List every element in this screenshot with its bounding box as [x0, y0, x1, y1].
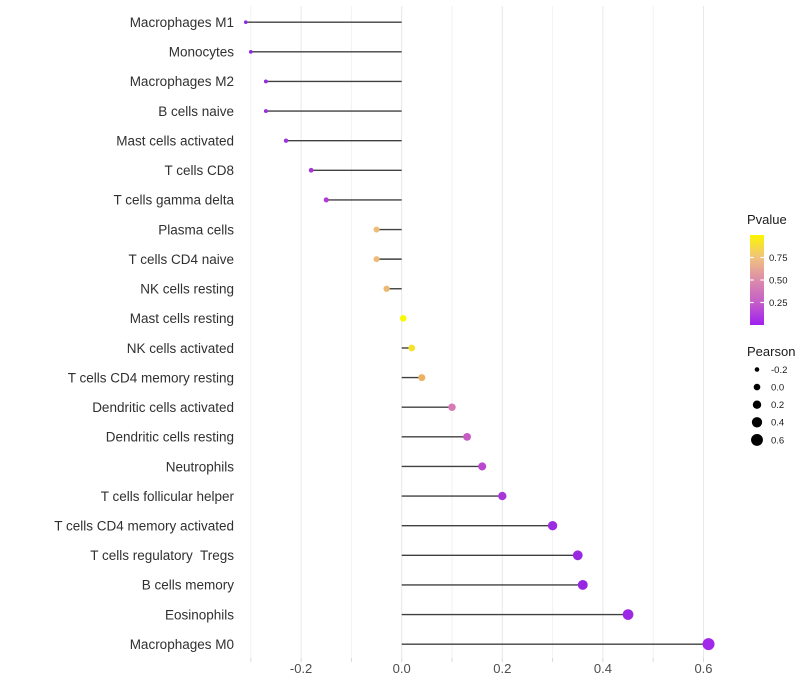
lollipop-dot [283, 138, 289, 143]
lollipop-dot [408, 344, 416, 352]
lollipop-dot [547, 521, 558, 531]
x-axis-tick-label: 0.6 [694, 661, 712, 676]
y-axis-label: T cells CD4 memory resting [68, 370, 234, 385]
lollipop-dot [263, 79, 268, 84]
lollipop-dot [323, 197, 329, 203]
y-axis-label: Eosinophils [165, 607, 234, 622]
pvalue-legend-tick-label: 0.75 [769, 253, 788, 264]
y-axis-label: Dendritic cells resting [106, 430, 234, 445]
lollipop-dot [577, 579, 588, 590]
y-axis-label: T cells regulatory Tregs [90, 548, 234, 563]
x-axis-tick-label: 0.4 [594, 661, 612, 676]
y-axis-label: Neutrophils [166, 459, 235, 474]
y-axis-label: NK cells resting [140, 282, 234, 297]
pearson-legend-dot [753, 383, 761, 391]
y-axis-label: T cells gamma delta [113, 193, 234, 208]
pvalue-legend-tick-label: 0.50 [769, 275, 788, 286]
lollipop-dot [622, 609, 634, 620]
lollipop-dot [263, 109, 268, 114]
y-axis-label: Mast cells resting [130, 311, 234, 326]
pearson-legend-dot [754, 367, 760, 372]
pearson-legend-dot [751, 417, 763, 428]
y-axis-label: B cells memory [142, 578, 235, 593]
lollipop-dot [373, 226, 380, 233]
y-axis-label: T cells CD4 naive [128, 252, 234, 267]
y-axis-label: Plasma cells [158, 222, 234, 237]
pvalue-legend-title: Pvalue [747, 212, 787, 227]
pearson-legend-label: 0.6 [771, 435, 784, 446]
y-axis-label: Macrophages M1 [130, 15, 234, 30]
lollipop-dot [418, 374, 426, 382]
lollipop-dot [248, 49, 253, 54]
pearson-legend-label: 0.0 [771, 383, 784, 394]
y-axis-label: NK cells activated [127, 341, 234, 356]
lollipop-dot [399, 315, 407, 322]
y-axis-label: Macrophages M0 [130, 637, 234, 652]
pearson-legend-title: Pearson [747, 344, 796, 359]
lollipop-dot [383, 285, 390, 292]
pearson-legend-label: 0.2 [771, 400, 784, 411]
lollipop-dot [702, 638, 715, 651]
y-axis-label: T cells CD4 memory activated [54, 518, 234, 533]
y-axis-label: Mast cells activated [116, 133, 234, 148]
pearson-legend-label: -0.2 [771, 365, 787, 376]
lollipop-dot [243, 20, 248, 24]
lollipop-dot [448, 403, 456, 411]
x-axis-tick-label: 0.2 [493, 661, 511, 676]
lollipop-dot [572, 550, 583, 561]
pearson-legend-dot [752, 400, 762, 409]
lollipop-dot [463, 432, 471, 441]
lollipop-dot [373, 256, 380, 263]
lollipop-dot [478, 462, 487, 471]
pvalue-legend-tick-label: 0.25 [769, 298, 788, 309]
y-axis-label: Macrophages M2 [130, 74, 234, 89]
x-axis-tick-label: -0.2 [290, 661, 312, 676]
y-axis-label: Dendritic cells activated [92, 400, 234, 415]
x-axis-tick-label: 0.0 [393, 661, 411, 676]
lollipop-dot [308, 167, 314, 173]
y-axis-label: Monocytes [169, 45, 235, 60]
lollipop-dot [498, 491, 507, 501]
pearson-legend-label: 0.4 [771, 418, 784, 429]
y-axis-label: T cells follicular helper [101, 489, 235, 504]
pearson-legend-dot [751, 433, 763, 446]
y-axis-label: T cells CD8 [164, 163, 234, 178]
y-axis-label: B cells naive [158, 104, 234, 119]
